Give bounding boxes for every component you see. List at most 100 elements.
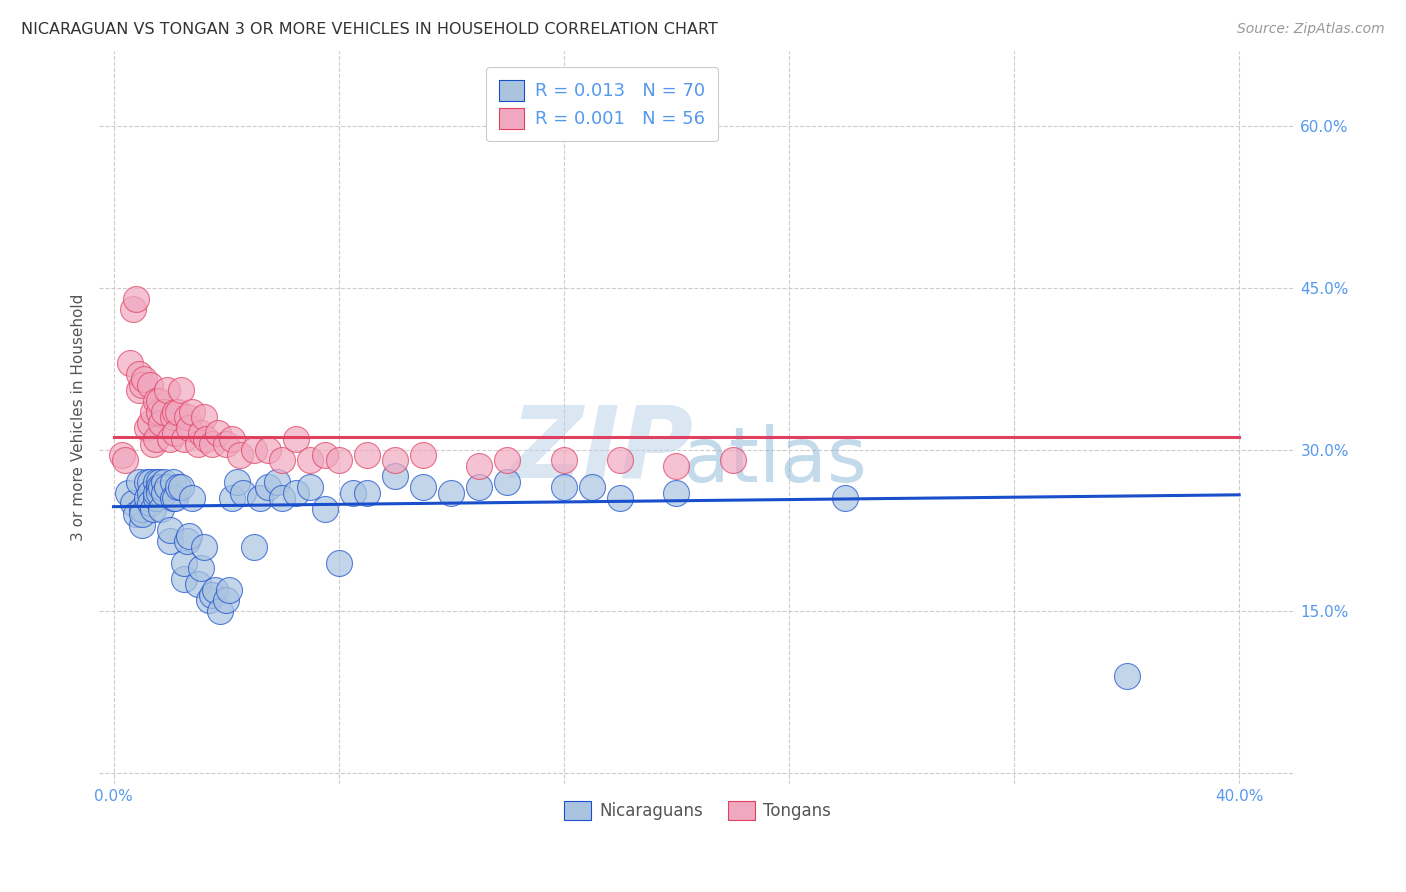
Point [148, 480, 170, 494]
Point [159, 432, 181, 446]
Point [131, 518, 153, 533]
Text: Source: ZipAtlas.com: Source: ZipAtlas.com [1237, 22, 1385, 37]
Point [165, 491, 187, 505]
Point [299, 453, 322, 467]
Point [412, 480, 434, 494]
Point [145, 475, 167, 489]
Point [195, 432, 218, 446]
Point [221, 491, 243, 505]
Point [179, 529, 201, 543]
Legend: Nicaraguans, Tongans: Nicaraguans, Tongans [557, 794, 838, 827]
Point [162, 410, 184, 425]
Point [128, 384, 150, 398]
Text: ZIP: ZIP [510, 401, 693, 499]
Point [553, 453, 575, 467]
Point [229, 448, 252, 462]
Point [165, 426, 187, 441]
Text: atlas: atlas [683, 425, 868, 499]
Point [314, 448, 336, 462]
Point [131, 501, 153, 516]
Point [148, 394, 170, 409]
Point [125, 507, 148, 521]
Point [356, 485, 378, 500]
Point [136, 475, 159, 489]
Point [128, 475, 150, 489]
Point [665, 458, 688, 473]
Point [665, 485, 688, 500]
Point [218, 582, 240, 597]
Point [207, 426, 229, 441]
Point [215, 437, 238, 451]
Point [136, 421, 159, 435]
Point [165, 405, 187, 419]
Point [440, 485, 463, 500]
Point [581, 480, 603, 494]
Point [249, 491, 271, 505]
Point [226, 475, 249, 489]
Point [257, 480, 280, 494]
Point [153, 405, 176, 419]
Point [181, 405, 204, 419]
Point [721, 453, 744, 467]
Point [187, 437, 209, 451]
Point [111, 448, 134, 462]
Point [170, 480, 193, 494]
Point [139, 475, 162, 489]
Point [145, 432, 167, 446]
Point [257, 442, 280, 457]
Point [173, 432, 195, 446]
Point [285, 432, 308, 446]
Point [150, 416, 173, 430]
Point [145, 485, 167, 500]
Point [131, 507, 153, 521]
Point [176, 534, 198, 549]
Point [468, 480, 491, 494]
Point [193, 540, 215, 554]
Point [156, 480, 179, 494]
Point [1115, 669, 1137, 683]
Point [496, 475, 519, 489]
Point [150, 480, 173, 494]
Point [412, 448, 434, 462]
Point [496, 453, 519, 467]
Point [468, 458, 491, 473]
Point [328, 453, 350, 467]
Point [145, 394, 167, 409]
Point [204, 582, 226, 597]
Point [173, 572, 195, 586]
Point [834, 491, 856, 505]
Point [179, 421, 201, 435]
Point [609, 453, 631, 467]
Point [173, 556, 195, 570]
Point [215, 593, 238, 607]
Point [167, 405, 190, 419]
Point [136, 491, 159, 505]
Point [167, 480, 190, 494]
Point [190, 426, 212, 441]
Point [232, 485, 254, 500]
Point [190, 561, 212, 575]
Point [553, 480, 575, 494]
Point [299, 480, 322, 494]
Point [181, 491, 204, 505]
Point [159, 534, 181, 549]
Point [117, 485, 139, 500]
Point [162, 475, 184, 489]
Point [139, 496, 162, 510]
Point [285, 485, 308, 500]
Point [150, 501, 173, 516]
Point [148, 485, 170, 500]
Point [176, 410, 198, 425]
Point [114, 453, 136, 467]
Point [356, 448, 378, 462]
Point [148, 475, 170, 489]
Point [142, 437, 165, 451]
Point [162, 491, 184, 505]
Point [142, 501, 165, 516]
Point [122, 302, 145, 317]
Point [201, 588, 224, 602]
Point [266, 475, 288, 489]
Point [139, 485, 162, 500]
Point [201, 437, 224, 451]
Point [271, 491, 294, 505]
